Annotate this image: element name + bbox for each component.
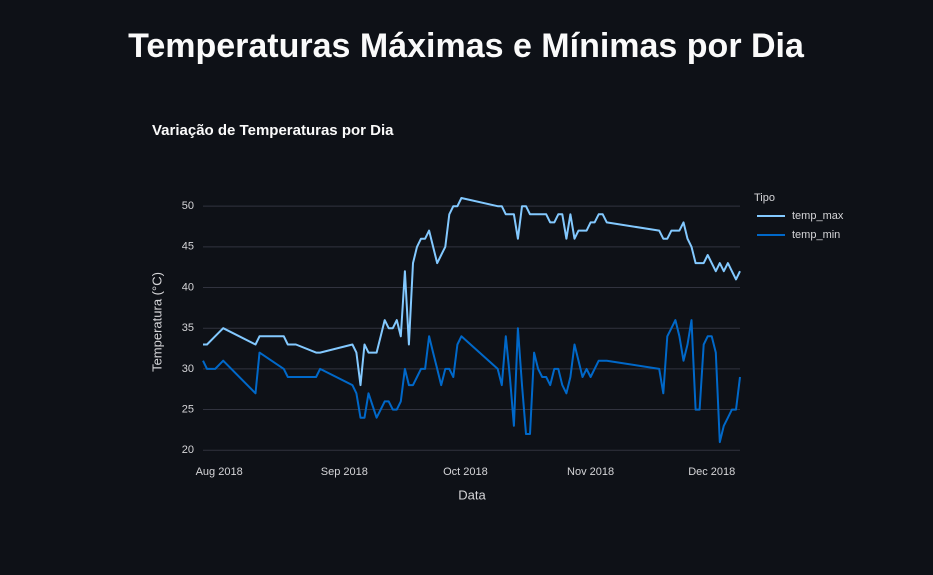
series-line bbox=[203, 197, 741, 387]
x-tick-label: Nov 2018 bbox=[567, 466, 614, 478]
x-tick-label: Sep 2018 bbox=[321, 466, 368, 478]
x-axis-label: Data bbox=[458, 487, 486, 502]
y-tick-label: 35 bbox=[182, 322, 194, 334]
legend-title: Tipo bbox=[754, 192, 775, 204]
legend-label: temp_min bbox=[792, 229, 840, 241]
series-line bbox=[202, 319, 741, 444]
y-tick-label: 45 bbox=[182, 241, 194, 253]
x-tick-label: Aug 2018 bbox=[196, 466, 243, 478]
y-tick-label: 50 bbox=[182, 200, 194, 212]
y-axis-label: Temperatura (°C) bbox=[149, 272, 164, 372]
y-tick-label: 40 bbox=[182, 281, 194, 293]
x-tick-label: Dec 2018 bbox=[688, 466, 735, 478]
y-tick-label: 20 bbox=[182, 444, 194, 456]
chart-title: Variação de Temperaturas por Dia bbox=[152, 122, 394, 139]
y-tick-label: 25 bbox=[182, 403, 194, 415]
page-title: Temperaturas Máximas e Mínimas por Dia bbox=[128, 27, 805, 65]
y-tick-label: 30 bbox=[182, 363, 194, 375]
x-tick-label: Oct 2018 bbox=[443, 466, 488, 478]
legend-label: temp_max bbox=[792, 210, 844, 222]
